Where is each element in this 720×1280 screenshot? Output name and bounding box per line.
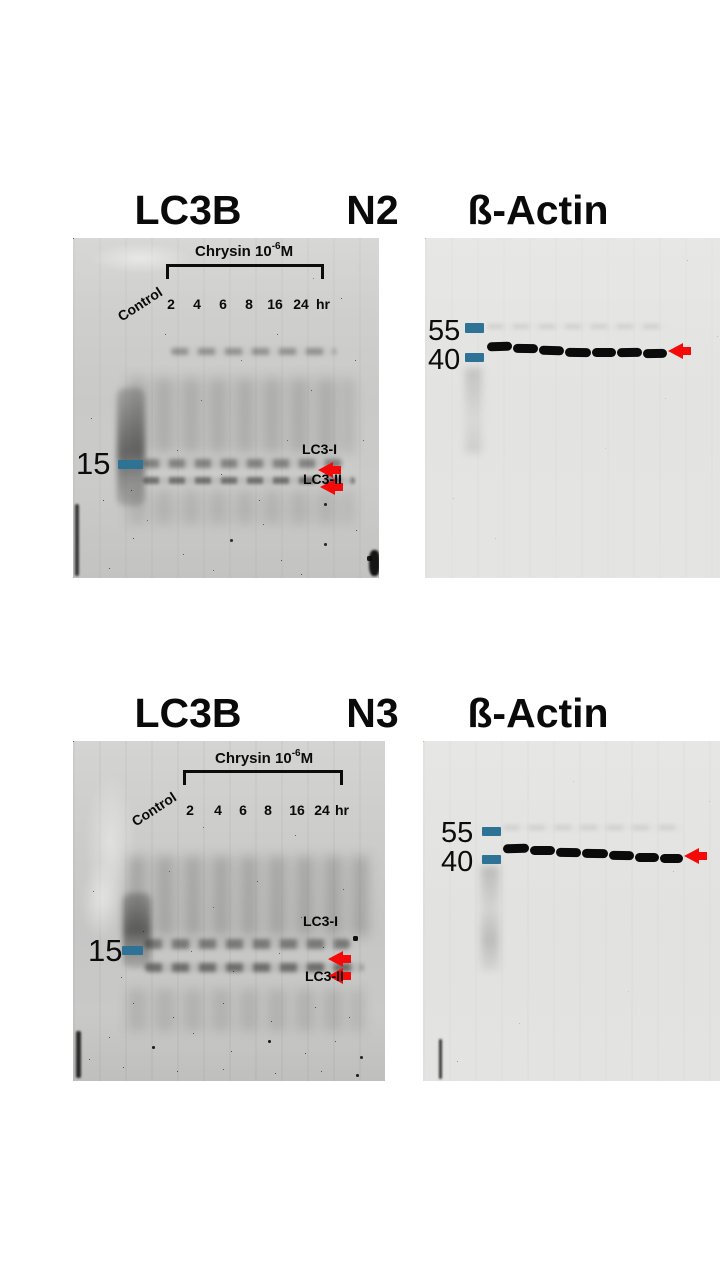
treatment-label: Chrysin 10-6M: [215, 748, 314, 767]
panel-replicate-n3: LC3B N3 ß-Actin Chrysin 10-6M Control 2 …: [0, 503, 720, 1143]
band-label-lc3-ii: LC3-II: [305, 968, 344, 984]
blot-title-lc3b: LC3B: [134, 187, 242, 234]
treatment-bracket: [183, 770, 343, 785]
corner-blob: [369, 550, 379, 576]
mw-marker-15-label: 15: [76, 446, 111, 481]
actin-band: [642, 348, 668, 359]
noise-speckles: [73, 238, 74, 239]
treatment-bracket: [166, 264, 324, 279]
lane-label: 16: [289, 802, 305, 818]
marker-lane-smudge: [481, 866, 499, 971]
lane-label: 4: [193, 296, 201, 312]
faint-band-hint: [487, 324, 667, 329]
red-arrow-icon: [328, 968, 352, 984]
lane-label: 4: [214, 802, 222, 818]
lc3-ii-band-row: [143, 477, 355, 484]
mw-marker-40-label: 40: [428, 344, 461, 376]
lc3-i-band-row: [143, 459, 343, 468]
actin-band: [616, 347, 643, 358]
lane-unit-label: hr: [335, 802, 349, 818]
actin-band: [502, 843, 530, 854]
lc3b-blot-image: Chrysin 10-6M Control 2 4 6 8 16 24 hr 1…: [73, 238, 379, 578]
replicate-label: N3: [346, 690, 399, 737]
lane-label: 16: [267, 296, 283, 312]
lane-label: 24: [293, 296, 309, 312]
actin-blot-image: 55 40: [425, 238, 720, 578]
lc3-i-band-row: [145, 939, 350, 949]
actin-band: [581, 848, 609, 859]
treatment-unit: M: [280, 243, 294, 260]
band-label-lc3-i: LC3-I: [302, 441, 337, 457]
treatment-exponent: -6: [291, 748, 301, 759]
red-arrow-icon: [318, 462, 342, 478]
lane-label: 6: [219, 296, 227, 312]
lane-label: 2: [167, 296, 175, 312]
mw-marker-15-label: 15: [88, 933, 123, 968]
mw-marker-55-label: 55: [428, 315, 461, 347]
actin-band: [608, 850, 635, 861]
actin-band: [564, 347, 592, 358]
faint-band-hint: [503, 825, 683, 830]
red-arrow-icon: [328, 951, 352, 967]
actin-band: [592, 348, 616, 357]
actin-band: [486, 341, 513, 352]
blot-noise: [128, 856, 368, 936]
actin-band: [635, 853, 659, 862]
mw-marker-dash: [482, 827, 501, 836]
control-lane-label: Control: [114, 283, 166, 325]
replicate-label: N2: [346, 187, 399, 234]
treatment-unit: M: [300, 750, 314, 767]
lane-label: 6: [239, 802, 247, 818]
lc3b-blot-image: Chrysin 10-6M Control 2 4 6 8 16 24 hr 1…: [73, 741, 385, 1081]
lane-label: 24: [314, 802, 330, 818]
edge-streak: [439, 1039, 442, 1079]
actin-band: [512, 343, 539, 354]
treatment-text: Chrysin 10: [195, 243, 272, 260]
red-arrow-icon: [320, 479, 344, 495]
panel-replicate-n2: LC3B N2 ß-Actin Chrysin 10-6M Control 2 …: [73, 187, 720, 578]
marker-lane-smudge: [465, 368, 482, 453]
actin-band: [660, 854, 683, 863]
edge-streak: [75, 504, 79, 576]
mw-marker-dash: [465, 323, 484, 333]
mw-marker-dash: [465, 353, 484, 362]
blot-noise: [128, 989, 363, 1031]
lane-label: 2: [186, 802, 194, 818]
blot-title-lc3b: LC3B: [134, 690, 242, 737]
faint-upper-band-row: [171, 348, 336, 355]
control-lane-label: Control: [128, 788, 180, 830]
treatment-label: Chrysin 10-6M: [195, 241, 294, 260]
actin-band: [555, 847, 582, 858]
mw-marker-40-label: 40: [441, 846, 474, 878]
control-lane-smudge: [123, 893, 151, 968]
mw-marker-dash: [482, 855, 501, 864]
lane-unit-label: hr: [316, 296, 330, 312]
mw-marker-55-label: 55: [441, 817, 474, 849]
treatment-text: Chrysin 10: [215, 750, 292, 767]
red-arrow-icon: [684, 848, 708, 864]
treatment-exponent: -6: [271, 241, 281, 252]
band-label-lc3-ii: LC3-II: [303, 471, 342, 487]
lane-label: 8: [245, 296, 253, 312]
lc3-ii-band-row: [145, 963, 363, 972]
noise-speckles: [73, 741, 74, 742]
blot-noise: [128, 490, 353, 524]
actin-blot-image: 55 40: [423, 741, 720, 1081]
lane-label: 8: [264, 802, 272, 818]
mw-marker-dash: [122, 946, 143, 955]
mw-marker-dash: [118, 460, 143, 469]
blot-title-actin: ß-Actin: [467, 187, 609, 234]
control-lane-smudge: [117, 388, 145, 506]
blot-noise: [128, 378, 353, 453]
red-arrow-icon: [668, 343, 692, 359]
noise-speckles: [425, 238, 426, 239]
actin-band: [538, 345, 565, 356]
blot-title-actin: ß-Actin: [467, 690, 609, 737]
noise-speckles: [423, 741, 424, 742]
light-blob: [81, 861, 121, 941]
edge-streak: [76, 1031, 81, 1078]
band-label-lc3-i: LC3-I: [303, 913, 338, 929]
actin-band: [530, 846, 555, 855]
